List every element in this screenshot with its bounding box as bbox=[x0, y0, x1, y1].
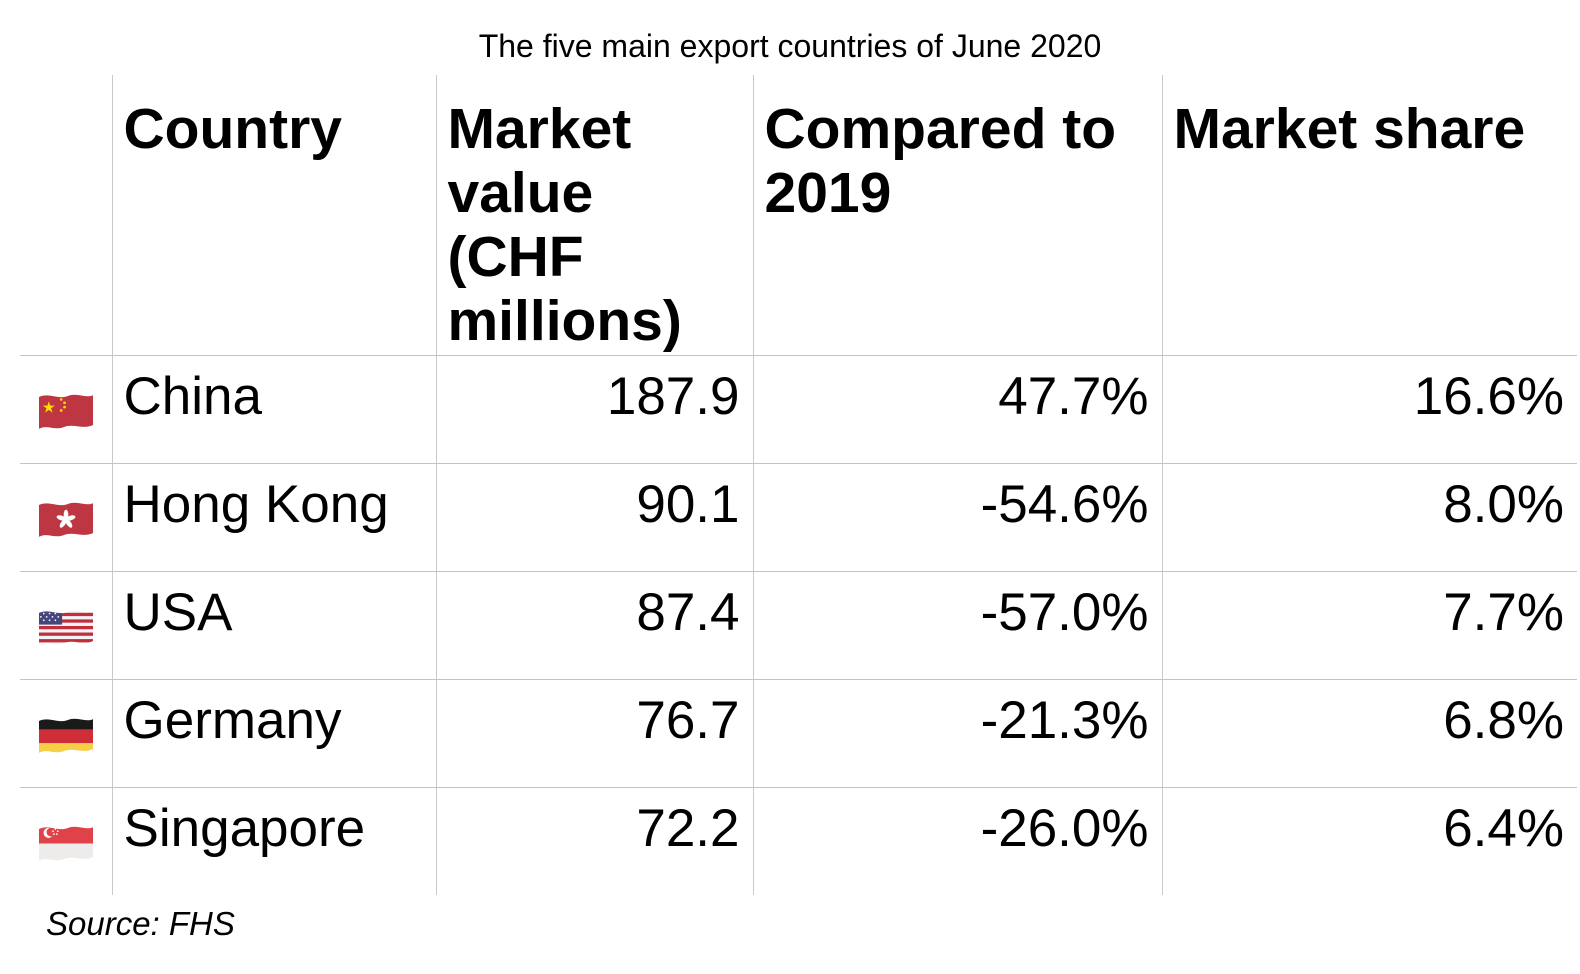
table-header: Country Market value (CHF millions) Comp… bbox=[20, 75, 1577, 356]
compared-2019-cell: -57.0% bbox=[752, 571, 1162, 680]
compared-2019-column-header: Compared to 2019 bbox=[752, 75, 1162, 356]
market-value-column-header: Market value (CHF millions) bbox=[435, 75, 753, 356]
market-share-cell: 6.4% bbox=[1161, 787, 1577, 895]
compared-2019-cell: 47.7% bbox=[752, 355, 1162, 464]
hong-kong-flag-icon bbox=[38, 502, 93, 537]
country-cell: Hong Kong bbox=[111, 463, 436, 572]
market-share-cell: 16.6% bbox=[1161, 355, 1577, 464]
table-body: ★ China 187.9 47.7% 16.6% bbox=[20, 355, 1577, 895]
flag-cell: ★ bbox=[20, 355, 112, 464]
market-share-cell: 8.0% bbox=[1161, 463, 1577, 572]
source-note: Source: FHS bbox=[46, 905, 235, 942]
svg-text:★: ★ bbox=[42, 399, 56, 416]
market-value-cell: 72.2 bbox=[435, 787, 753, 895]
country-cell: Singapore bbox=[111, 787, 436, 895]
country-cell: China bbox=[111, 355, 436, 464]
market-value-cell: 76.7 bbox=[435, 679, 753, 788]
table-row-singapore: Singapore 72.2 -26.0% 6.4% bbox=[20, 787, 1577, 895]
china-flag-icon: ★ bbox=[38, 394, 93, 429]
page-title: The five main export countries of June 2… bbox=[478, 28, 1102, 64]
table-row-hong-kong: Hong Kong 90.1 -54.6% 8.0% bbox=[20, 463, 1577, 572]
flag-cell bbox=[20, 787, 112, 895]
country-column-header: Country bbox=[111, 75, 436, 356]
flag-cell bbox=[20, 463, 112, 572]
market-share-cell: 6.8% bbox=[1161, 679, 1577, 788]
singapore-flag-icon bbox=[38, 826, 93, 861]
header-row: Country Market value (CHF millions) Comp… bbox=[20, 75, 1577, 356]
compared-2019-cell: -21.3% bbox=[752, 679, 1162, 788]
flag-cell bbox=[20, 679, 112, 788]
market-value-cell: 187.9 bbox=[435, 355, 753, 464]
market-share-cell: 7.7% bbox=[1161, 571, 1577, 680]
compared-2019-cell: -26.0% bbox=[752, 787, 1162, 895]
usa-flag-icon bbox=[38, 610, 93, 645]
export-countries-table: Country Market value (CHF millions) Comp… bbox=[20, 75, 1577, 895]
germany-flag-icon bbox=[38, 718, 93, 753]
table-row-germany: Germany 76.7 -21.3% 6.8% bbox=[20, 679, 1577, 788]
table-row-china: ★ China 187.9 47.7% 16.6% bbox=[20, 355, 1577, 464]
compared-2019-cell: -54.6% bbox=[752, 463, 1162, 572]
country-cell: Germany bbox=[111, 679, 436, 788]
country-cell: USA bbox=[111, 571, 436, 680]
flag-column-header bbox=[20, 75, 112, 356]
market-value-cell: 87.4 bbox=[435, 571, 753, 680]
market-share-column-header: Market share bbox=[1161, 75, 1577, 356]
market-value-cell: 90.1 bbox=[435, 463, 753, 572]
flag-cell bbox=[20, 571, 112, 680]
table-row-usa: USA 87.4 -57.0% 7.7% bbox=[20, 571, 1577, 680]
